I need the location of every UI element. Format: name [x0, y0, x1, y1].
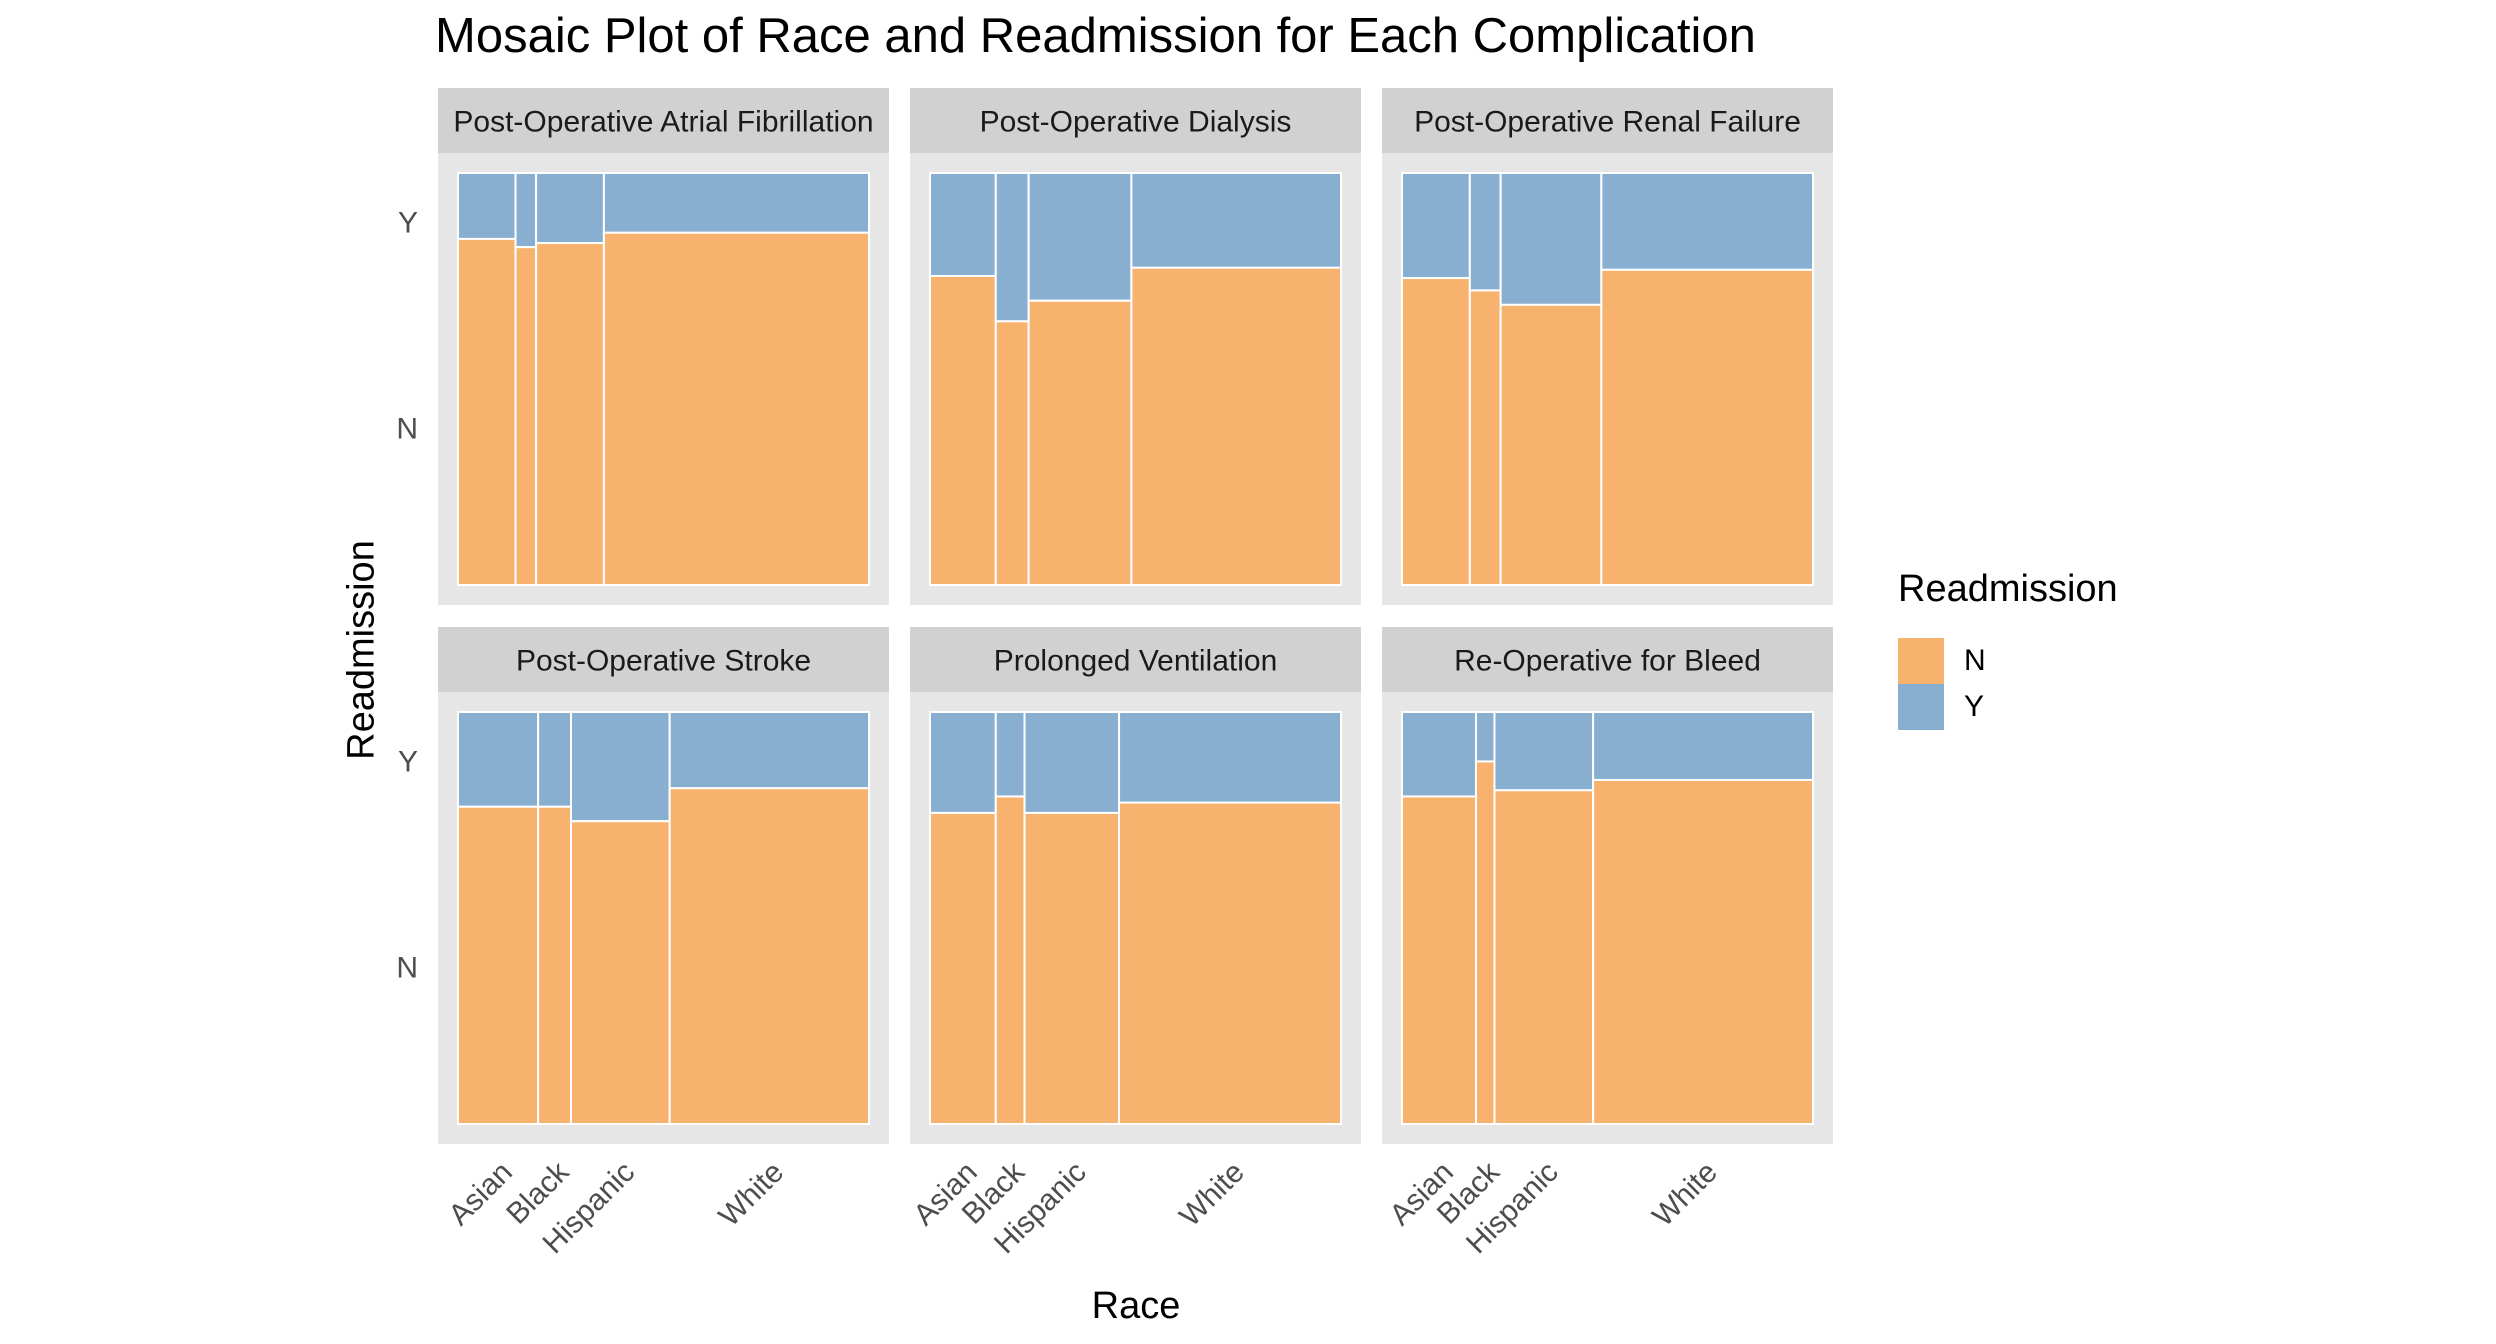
- tile-hispanic-y: [1023, 711, 1121, 814]
- facet-post-operative-atrial-fibrillation: Post-Operative Atrial Fibrillation Y N: [396, 88, 889, 605]
- facet-re-operative-for-bleed: Re-Operative for BleedAsianBlackHispanic…: [1382, 627, 1833, 1260]
- facet-strip: [910, 88, 1361, 153]
- tile-white-n: [1118, 801, 1343, 1125]
- tile-asian-y: [457, 172, 517, 240]
- tile-white-y: [1130, 172, 1343, 269]
- tile-white-y: [1592, 711, 1814, 781]
- legend: Readmission N Y: [1898, 568, 2118, 730]
- tile-white-n: [602, 231, 871, 587]
- facet-strip: [438, 627, 889, 692]
- tile-hispanic-y: [570, 711, 671, 823]
- tile-black-n: [1468, 289, 1502, 586]
- x-tick-label-white: White: [1173, 1156, 1251, 1234]
- tile-asian-n: [929, 275, 997, 586]
- y-tick-label-y: Y: [398, 206, 418, 239]
- tile-hispanic-n: [535, 242, 605, 586]
- tile-asian-y: [929, 711, 997, 814]
- tile-black-y: [514, 172, 538, 249]
- y-tick-label-n: N: [396, 951, 418, 984]
- facet-strip-label: Prolonged Ventilation: [994, 645, 1278, 678]
- facet-strip-label: Post-Operative Dialysis: [980, 106, 1292, 139]
- tile-black-y: [994, 172, 1030, 323]
- tile-black-n: [994, 795, 1026, 1126]
- legend-item-n: N: [1898, 638, 2198, 684]
- y-tick-label-n: N: [396, 412, 418, 445]
- tile-white-y: [1118, 711, 1343, 804]
- tile-black-n: [1474, 760, 1496, 1125]
- facet-strip-label: Post-Operative Renal Failure: [1414, 106, 1801, 139]
- tile-white-n: [1592, 778, 1814, 1125]
- tile-hispanic-y: [1499, 172, 1603, 306]
- tile-black-y: [994, 711, 1026, 798]
- facet-strip: [438, 88, 889, 153]
- tile-white-y: [1600, 172, 1814, 271]
- legend-title: Readmission: [1898, 568, 2118, 610]
- tile-asian-n: [1401, 795, 1477, 1126]
- facet-strip-label: Re-Operative for Bleed: [1454, 645, 1761, 678]
- facet-strip-label: Post-Operative Atrial Fibrillation: [453, 106, 873, 139]
- facet-post-operative-dialysis: Post-Operative Dialysis: [910, 88, 1361, 605]
- y-tick-label-y: Y: [398, 745, 418, 778]
- tile-white-n: [668, 787, 870, 1125]
- tile-black-y: [537, 711, 573, 808]
- tile-black-y: [1474, 711, 1496, 763]
- tile-hispanic-y: [1493, 711, 1595, 792]
- x-tick-label-white: White: [1646, 1156, 1724, 1234]
- x-tick-label-asian: Asian: [443, 1156, 519, 1232]
- tile-hispanic-y: [1027, 172, 1133, 302]
- tile-white-n: [1130, 266, 1343, 586]
- tile-asian-y: [929, 172, 997, 277]
- facet-post-operative-stroke: Post-Operative StrokeYNAsianBlackHispani…: [396, 627, 889, 1260]
- legend-item-y: Y: [1898, 684, 2198, 730]
- facet-strip: [910, 627, 1361, 692]
- tile-white-y: [668, 711, 870, 790]
- tile-asian-n: [1401, 277, 1471, 586]
- tile-hispanic-n: [1499, 303, 1603, 586]
- facet-strip: [1382, 88, 1833, 153]
- tile-black-n: [994, 320, 1030, 586]
- tile-hispanic-y: [535, 172, 605, 245]
- facet-strip: [1382, 627, 1833, 692]
- tile-black-n: [537, 805, 573, 1125]
- chart-title: Mosaic Plot of Race and Readmission for …: [435, 9, 1756, 63]
- facet-post-operative-renal-failure: Post-Operative Renal Failure: [1382, 88, 1833, 605]
- tile-asian-y: [457, 711, 540, 808]
- legend-label-y: Y: [1964, 690, 1985, 723]
- tile-asian-n: [929, 811, 997, 1125]
- tile-hispanic-n: [570, 820, 671, 1125]
- tile-hispanic-n: [1493, 789, 1595, 1126]
- legend-swatch-y: [1898, 684, 1944, 730]
- legend-label-n: N: [1964, 644, 1986, 677]
- facet-strip-label: Post-Operative Stroke: [516, 645, 811, 678]
- tile-black-y: [1468, 172, 1502, 292]
- tile-asian-y: [1401, 172, 1471, 280]
- tile-asian-y: [1401, 711, 1477, 798]
- tile-asian-n: [457, 805, 540, 1125]
- tile-hispanic-n: [1023, 811, 1121, 1125]
- legend-swatch-n: [1898, 638, 1944, 684]
- x-axis-title: Race: [1091, 1285, 1181, 1327]
- tile-black-n: [514, 246, 538, 586]
- x-tick-label-white: White: [713, 1156, 791, 1234]
- tile-hispanic-n: [1027, 299, 1133, 586]
- tile-asian-n: [457, 237, 517, 586]
- tile-white-n: [1600, 268, 1814, 586]
- tile-white-y: [602, 172, 871, 234]
